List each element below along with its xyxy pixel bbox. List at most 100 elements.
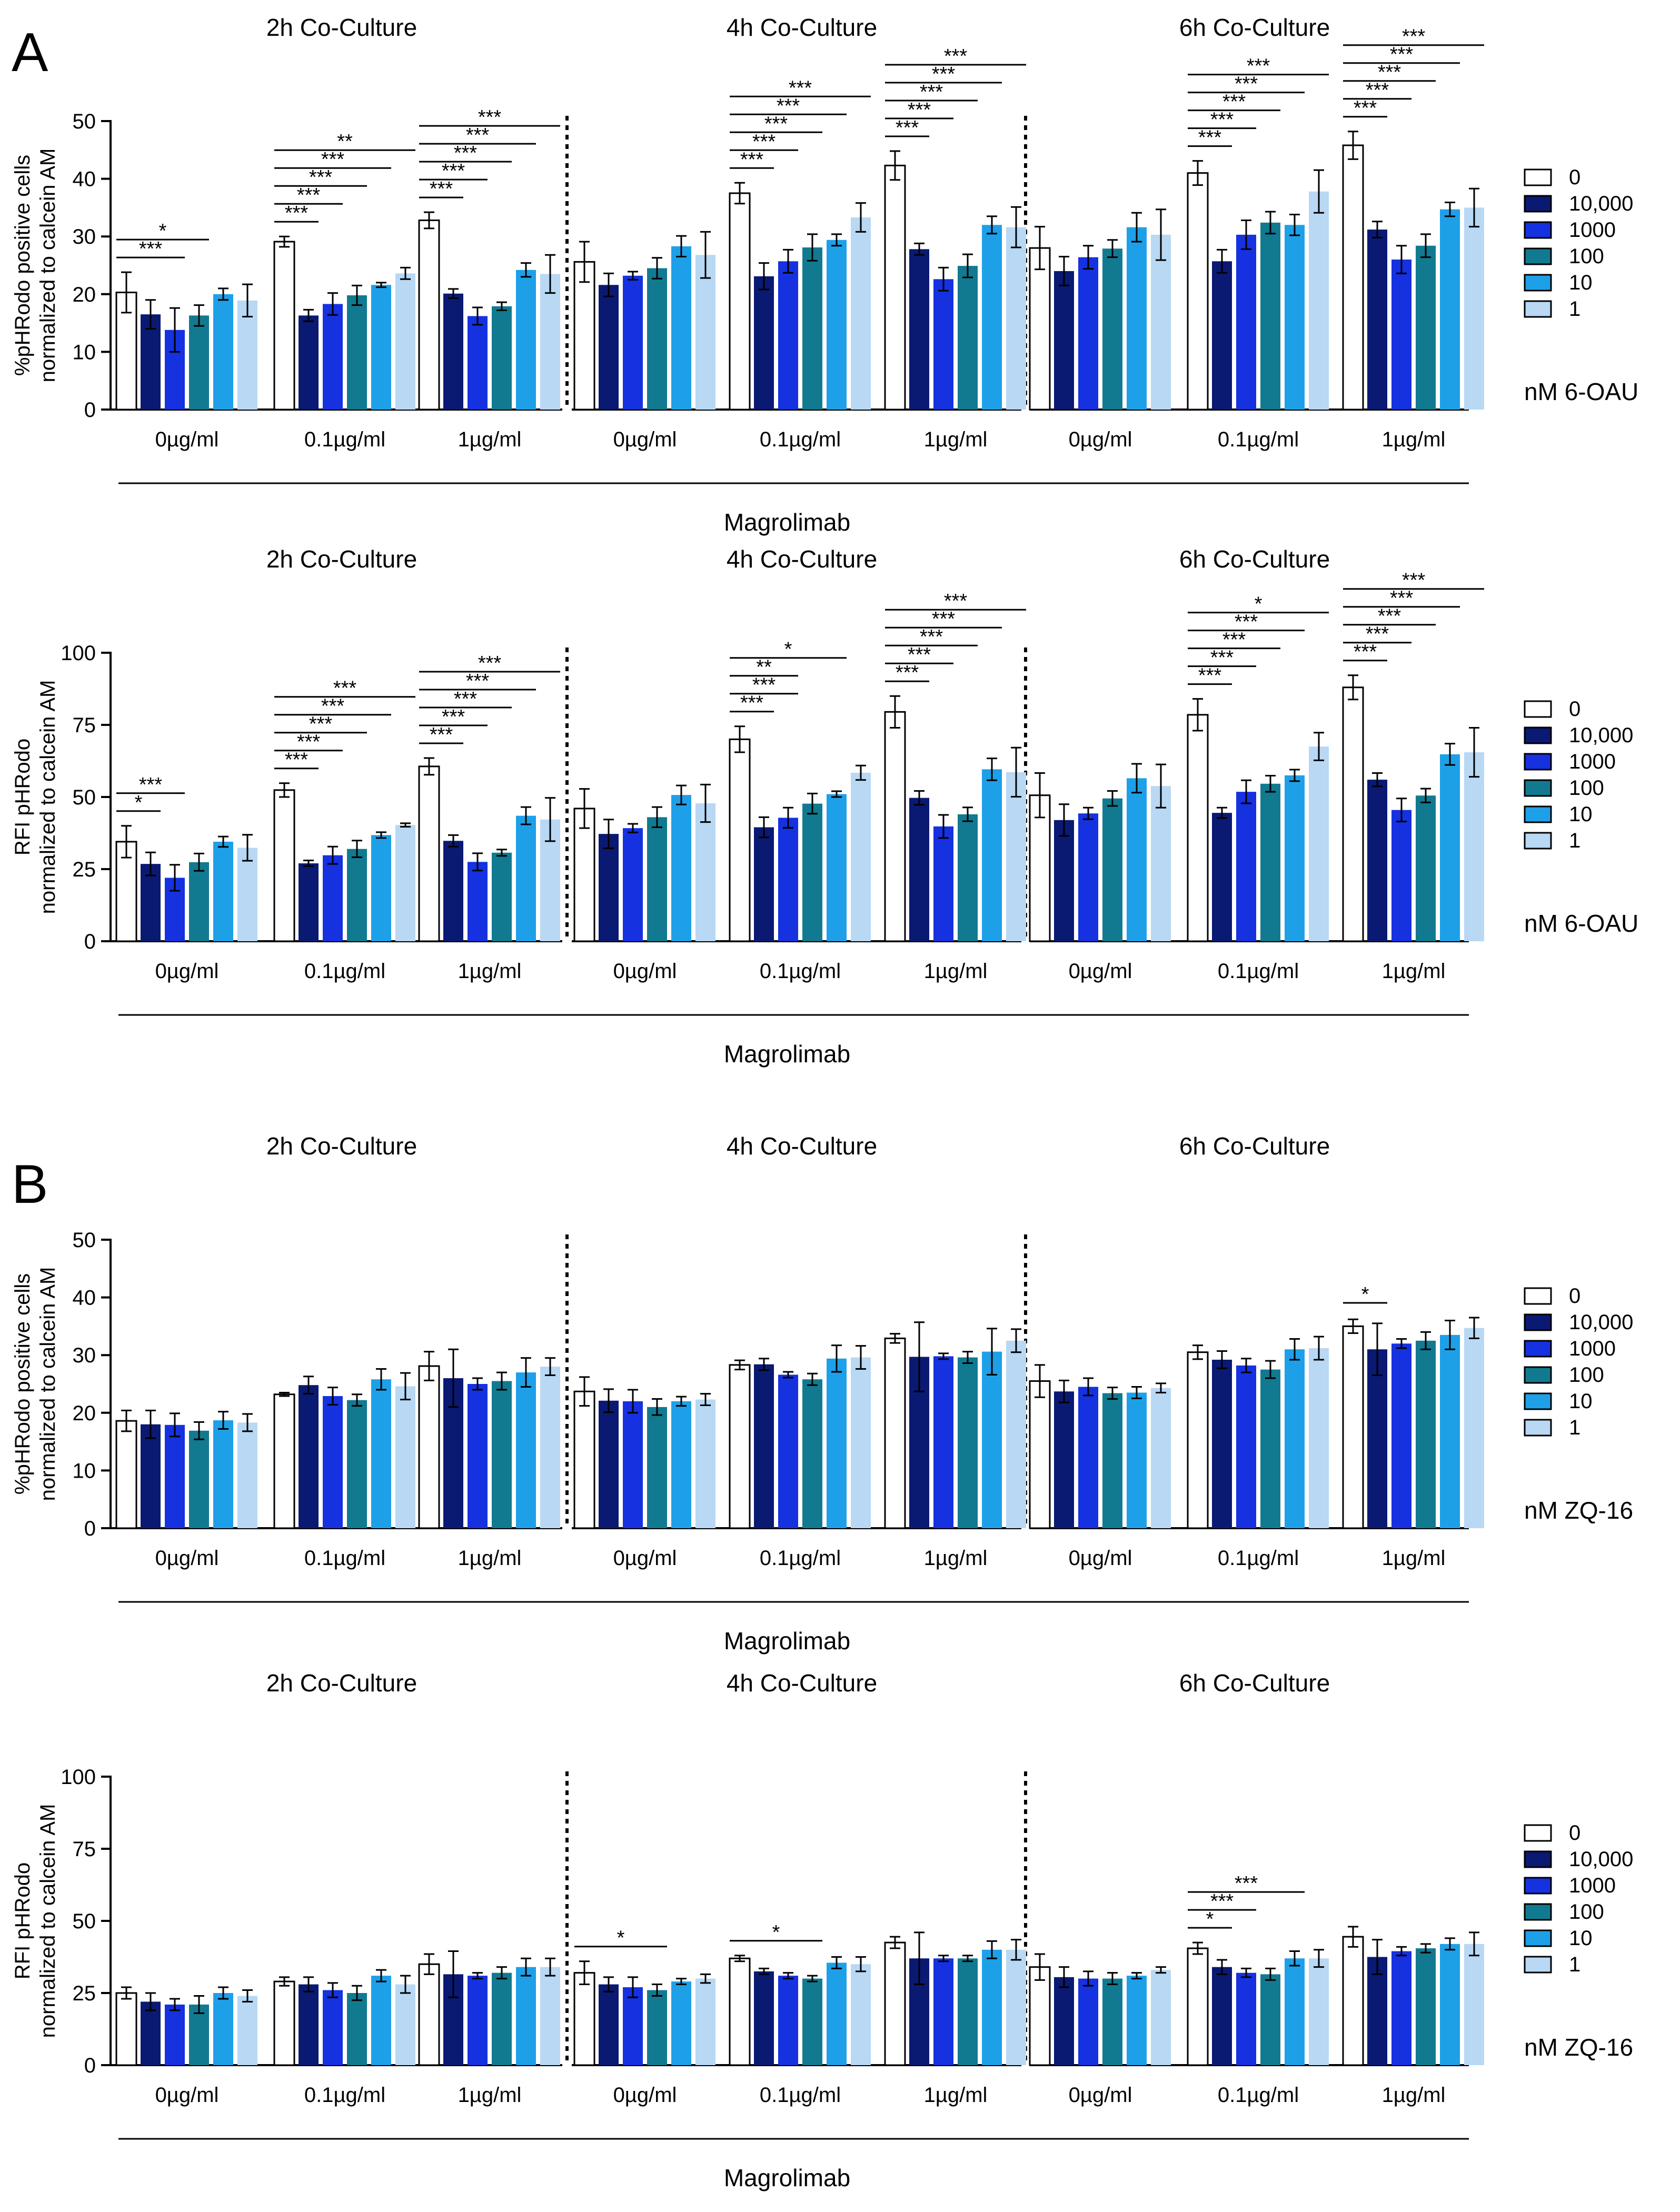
bar bbox=[958, 266, 978, 410]
bar bbox=[729, 1364, 751, 1529]
bar bbox=[802, 247, 822, 410]
legend-swatch bbox=[1524, 1366, 1552, 1384]
y-tick-label: 40 bbox=[73, 1287, 96, 1310]
bar bbox=[189, 315, 209, 410]
legend-label: 0 bbox=[1569, 698, 1580, 721]
bar bbox=[851, 772, 871, 941]
significance-label: *** bbox=[285, 202, 309, 224]
bar bbox=[695, 803, 715, 941]
y-tick-label: 0 bbox=[84, 1517, 96, 1540]
legend-label: 1000 bbox=[1569, 750, 1616, 773]
bar bbox=[1078, 257, 1098, 410]
bar bbox=[141, 864, 161, 941]
bar bbox=[671, 246, 691, 410]
segment-title: 4h Co-Culture bbox=[727, 1132, 877, 1160]
segment-title: 4h Co-Culture bbox=[727, 545, 877, 573]
significance-label: *** bbox=[1390, 587, 1414, 610]
significance-label: *** bbox=[309, 166, 333, 188]
bar bbox=[1367, 780, 1387, 941]
bar bbox=[516, 815, 536, 941]
bar bbox=[1236, 1365, 1256, 1528]
bar bbox=[647, 1990, 667, 2065]
bar bbox=[778, 818, 798, 941]
bar bbox=[1102, 1393, 1122, 1528]
legend-label: 10 bbox=[1569, 803, 1593, 826]
bar bbox=[468, 862, 488, 941]
bar bbox=[1127, 778, 1147, 941]
bar bbox=[1342, 686, 1364, 942]
bar bbox=[165, 2004, 185, 2065]
legend-swatch bbox=[1524, 805, 1552, 823]
legend-swatch bbox=[1524, 1956, 1552, 1974]
segment-title: 6h Co-Culture bbox=[1179, 1669, 1330, 1697]
bar bbox=[1285, 1958, 1305, 2065]
x-tick-label: 0.1µg/ml bbox=[760, 428, 841, 451]
y-axis-label: RFI pHRodo bbox=[11, 739, 34, 855]
y-tick-label: 10 bbox=[73, 341, 96, 364]
significance-label: *** bbox=[908, 644, 931, 666]
bar bbox=[395, 825, 415, 941]
bar bbox=[623, 828, 643, 941]
significance-label: *** bbox=[896, 662, 919, 684]
significance-label: *** bbox=[752, 674, 776, 696]
significance-label: * bbox=[772, 1921, 780, 1944]
significance-label: *** bbox=[752, 131, 776, 153]
bar bbox=[599, 1984, 619, 2065]
bar bbox=[492, 306, 512, 410]
legend-swatch bbox=[1524, 168, 1552, 186]
bar bbox=[573, 1972, 595, 2066]
bar bbox=[671, 1401, 691, 1528]
bar bbox=[1054, 1391, 1074, 1528]
bar bbox=[516, 1372, 536, 1528]
bar bbox=[516, 1967, 536, 2065]
legend-label: 100 bbox=[1569, 776, 1604, 800]
bar bbox=[1127, 1392, 1147, 1528]
bar bbox=[827, 794, 847, 941]
y-axis-label: %pHRodo positive cells bbox=[11, 1273, 34, 1494]
significance-label: *** bbox=[1402, 26, 1426, 48]
significance-label: *** bbox=[740, 148, 764, 171]
bar bbox=[1029, 1380, 1051, 1529]
bar bbox=[1464, 1328, 1484, 1528]
bar bbox=[647, 268, 667, 410]
bar bbox=[189, 862, 209, 941]
bar bbox=[958, 1357, 978, 1528]
bar bbox=[1285, 225, 1305, 410]
bar bbox=[729, 1957, 751, 2066]
bar bbox=[982, 1351, 1002, 1528]
y-tick-label: 40 bbox=[73, 168, 96, 191]
bar bbox=[933, 279, 953, 410]
bar bbox=[418, 765, 440, 942]
segment-title: 4h Co-Culture bbox=[727, 14, 877, 41]
significance-label: * bbox=[135, 792, 143, 814]
bar bbox=[695, 1399, 715, 1528]
bar bbox=[1102, 798, 1122, 941]
legend: 0 10,000 1000 100 10 1 nM 6-OAU bbox=[1524, 698, 1638, 937]
significance-label: *** bbox=[454, 142, 478, 164]
legend-swatch bbox=[1524, 726, 1552, 744]
bar bbox=[1054, 1977, 1074, 2065]
significance-label: *** bbox=[1235, 1872, 1258, 1895]
bar bbox=[982, 225, 1002, 410]
bar bbox=[827, 240, 847, 410]
significance-label: * bbox=[1255, 593, 1263, 615]
significance-label: *** bbox=[139, 774, 163, 796]
legend-title: nM 6-OAU bbox=[1524, 378, 1638, 405]
segment-title: 6h Co-Culture bbox=[1179, 14, 1330, 41]
x-tick-label: 0µg/ml bbox=[1069, 960, 1132, 983]
significance-label: *** bbox=[478, 652, 502, 674]
bar bbox=[237, 848, 257, 941]
bar bbox=[933, 1356, 953, 1528]
legend-label: 1 bbox=[1569, 297, 1580, 321]
legend-label: 1 bbox=[1569, 1416, 1580, 1439]
legend-label: 10,000 bbox=[1569, 1311, 1633, 1334]
bar bbox=[599, 1400, 619, 1528]
significance-label: *** bbox=[1354, 97, 1377, 119]
bar bbox=[1187, 172, 1209, 411]
legend-label: 10 bbox=[1569, 1927, 1593, 1950]
legend-swatch bbox=[1524, 1903, 1552, 1921]
y-tick-label: 50 bbox=[73, 786, 96, 809]
bar bbox=[573, 261, 595, 411]
bar bbox=[1309, 1958, 1329, 2065]
